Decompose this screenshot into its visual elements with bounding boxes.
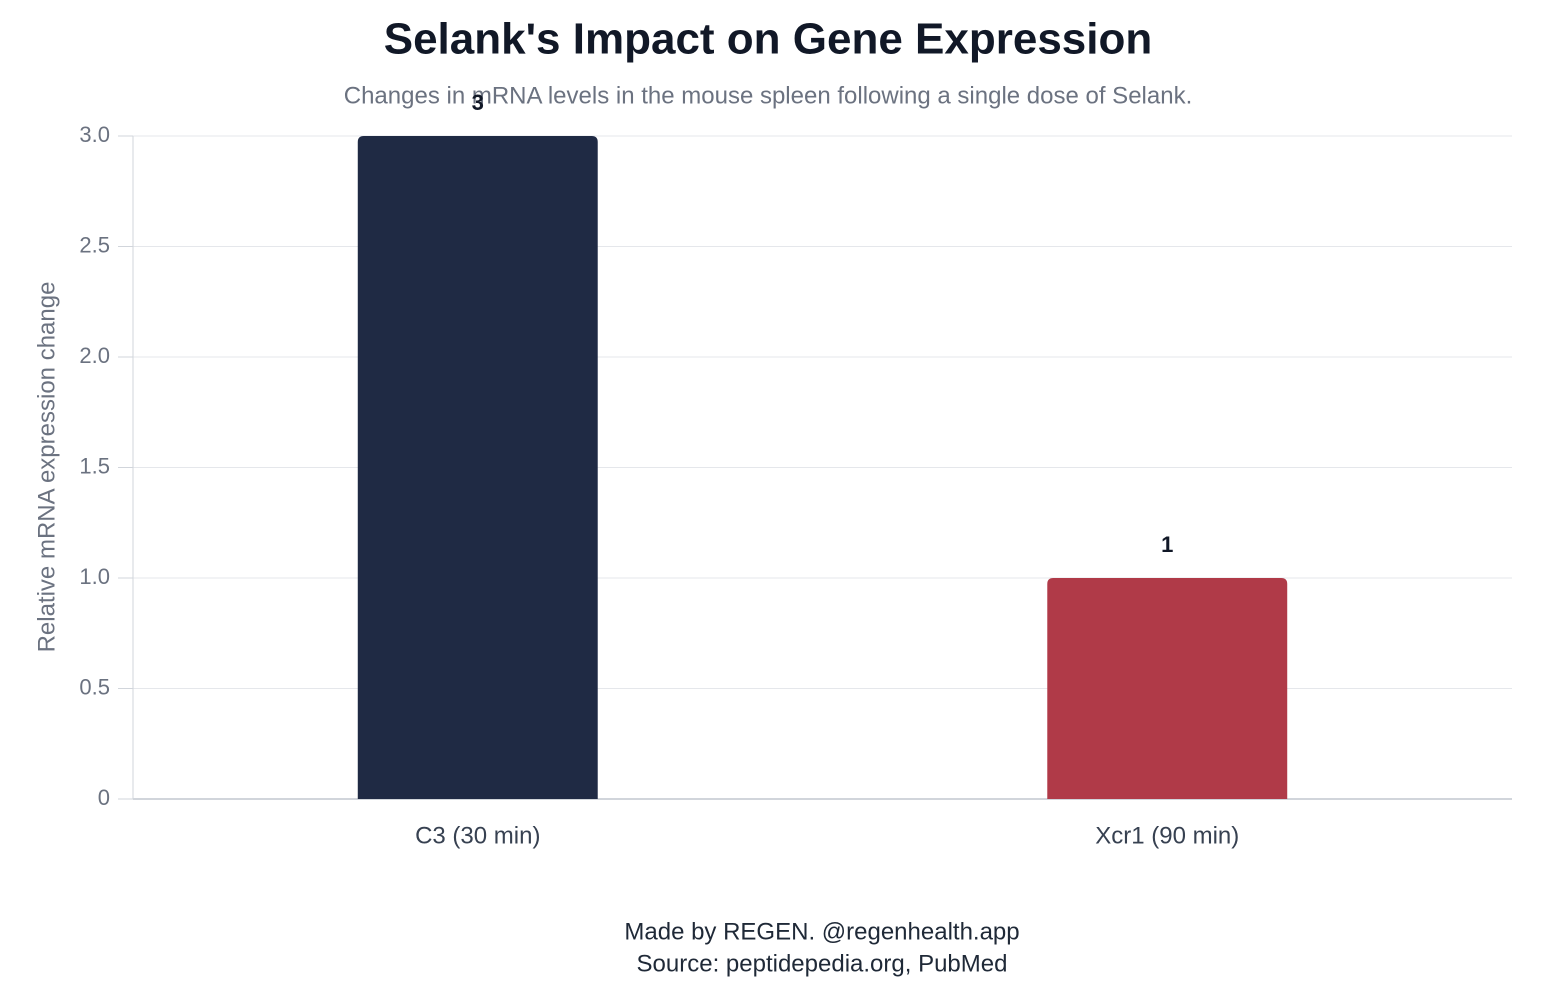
y-axis-label: Relative mRNA expression change bbox=[33, 282, 60, 653]
chart-subtitle: Changes in mRNA levels in the mouse sple… bbox=[344, 82, 1192, 109]
y-tick-label: 0 bbox=[98, 785, 110, 810]
footer-source: Source: peptidepedia.org, PubMed bbox=[637, 950, 1008, 977]
value-label: 1 bbox=[1161, 532, 1173, 557]
y-tick-label: 0.5 bbox=[79, 674, 110, 699]
bar bbox=[1047, 578, 1288, 799]
x-tick-label: C3 (30 min) bbox=[415, 822, 540, 849]
y-tick-label: 1.0 bbox=[79, 564, 110, 589]
y-tick-label: 3.0 bbox=[79, 122, 110, 147]
footer-credit: Made by REGEN. @regenhealth.app bbox=[624, 918, 1019, 945]
x-tick-label: Xcr1 (90 min) bbox=[1095, 822, 1239, 849]
chart-title: Selank's Impact on Gene Expression bbox=[384, 15, 1153, 64]
value-label: 3 bbox=[472, 90, 484, 115]
y-tick-label: 1.5 bbox=[79, 453, 110, 478]
y-tick-label: 2.5 bbox=[79, 232, 110, 257]
bar bbox=[357, 136, 598, 799]
y-tick-label: 2.0 bbox=[79, 343, 110, 368]
